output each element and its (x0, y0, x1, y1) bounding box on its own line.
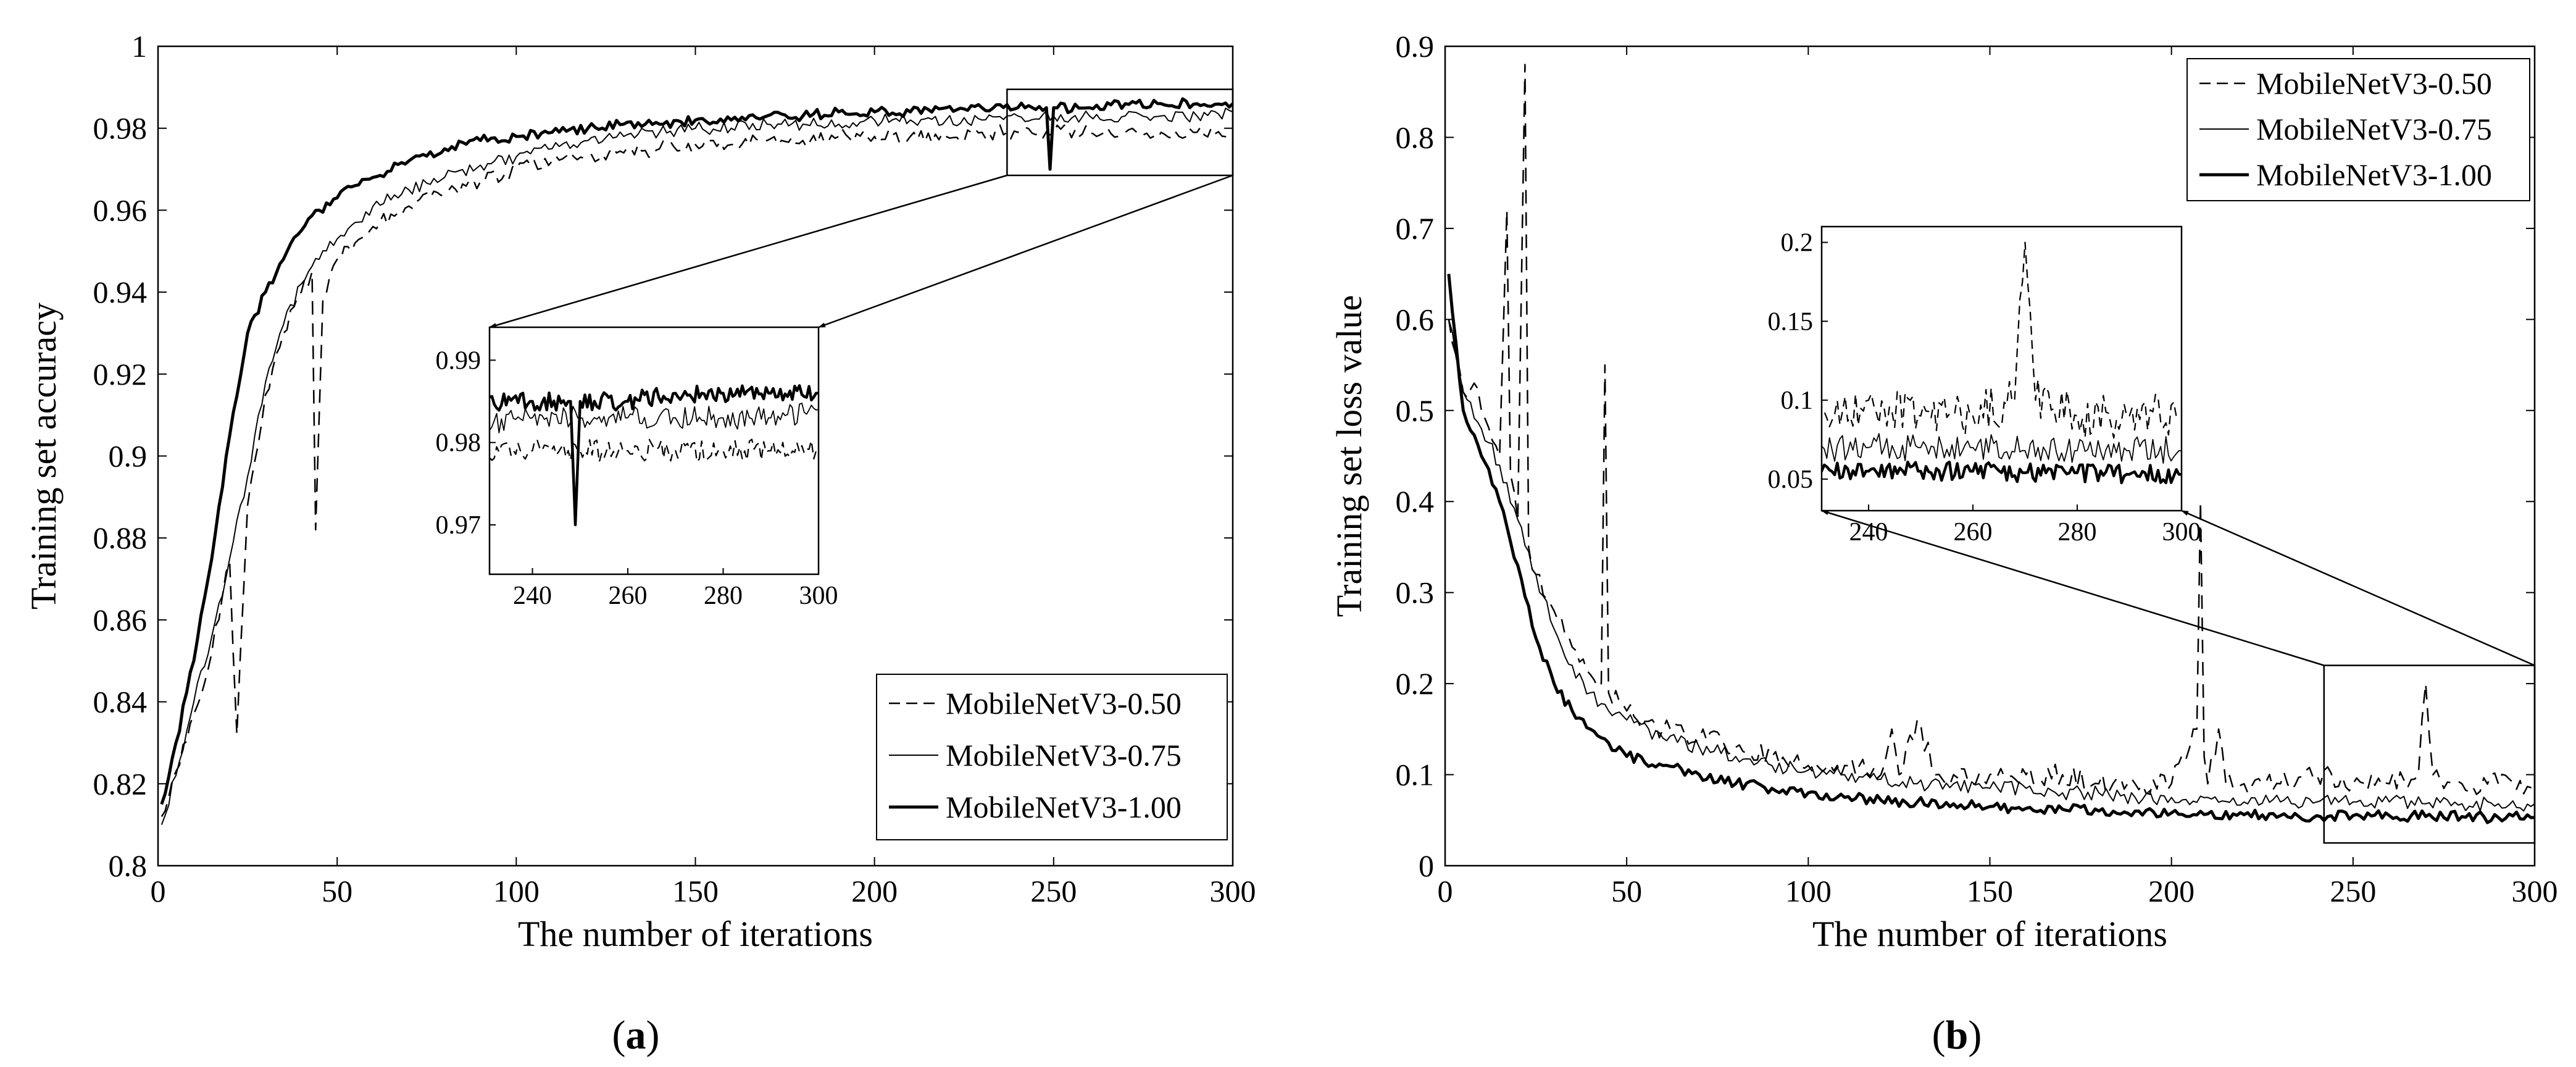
legend-label: MobileNetV3-1.00 (946, 790, 1182, 824)
x-tick-label: 300 (2512, 874, 2558, 908)
y-tick-label: 0.96 (93, 193, 148, 227)
x-axis-label: The number of iterations (518, 914, 873, 954)
inset-series-group (490, 384, 819, 527)
x-tick-label: 150 (672, 874, 719, 908)
y-axis-label: Training set loss value (1329, 295, 1369, 617)
y-tick-label: 0.82 (93, 766, 148, 801)
inset-frame (1820, 225, 2183, 512)
x-tick-label: 100 (1785, 874, 1832, 908)
zoom-box (2323, 664, 2536, 844)
inset-series-line-mobilenetv3-1.00 (1822, 460, 2182, 485)
y-tick-label: 0.2 (1396, 666, 1435, 701)
inset-y-tick-label: 0.98 (436, 429, 481, 458)
y-tick-label: 0.8 (1396, 120, 1435, 154)
caption-a: (a) (612, 1013, 660, 1058)
series-line-mobilenetv3-0.50 (160, 124, 1233, 818)
x-tick-label: 300 (1210, 874, 1256, 908)
y-tick-label: 0.1 (1396, 758, 1435, 792)
inset-series-line-mobilenetv3-0.75 (1822, 433, 2182, 464)
inset-y-tick-label: 0.15 (1768, 308, 1814, 336)
y-tick-label: 0.7 (1396, 211, 1435, 246)
inset-x-tick-label: 240 (1849, 518, 1888, 546)
y-tick-label: 0.8 (109, 848, 148, 883)
inset-y-tick-label: 0.97 (436, 511, 481, 540)
x-tick-label: 100 (493, 874, 540, 908)
y-tick-label: 0.92 (93, 357, 148, 391)
legend-label: MobileNetV3-0.75 (946, 738, 1182, 772)
inset-x-tick-label: 240 (513, 582, 552, 610)
x-tick-label: 50 (1611, 874, 1642, 908)
inset-series-line-mobilenetv3-0.75 (490, 403, 819, 433)
x-tick-label: 200 (851, 874, 898, 908)
inset-series-line-mobilenetv3-0.50 (490, 438, 819, 463)
x-tick-label: 0 (151, 874, 166, 908)
series-line-mobilenetv3-1.00 (1447, 274, 2535, 824)
inset-y-tick-label: 0.99 (436, 346, 481, 375)
series-line-mobilenetv3-0.75 (1448, 319, 2535, 812)
y-tick-label: 0.84 (93, 685, 148, 719)
panel-b-loss-chart: 0 50 100 150 200 250 300 0 0.1 0.2 0.3 0.4 0.5 0.6 0.7… (1329, 29, 2558, 954)
legend-box (876, 674, 1228, 840)
y-tick-label: 0.94 (93, 275, 148, 309)
y-tick-label: 0 (1419, 848, 1434, 883)
y-tick-label: 0.6 (1396, 302, 1435, 337)
inset-y-tick-label: 0.1 (1781, 387, 1814, 415)
legend-label: MobileNetV3-0.50 (2256, 66, 2492, 101)
inset-x-tick-label: 260 (609, 582, 648, 610)
y-tick-label: 0.98 (93, 111, 148, 146)
y-tick-label: 0.3 (1396, 575, 1435, 610)
x-tick-label: 150 (1967, 874, 2013, 908)
y-tick-label: 0.88 (93, 521, 148, 555)
y-tick-label: 0.4 (1396, 484, 1435, 519)
legend-label: MobileNetV3-1.00 (2256, 157, 2492, 192)
y-tick-label: 1 (131, 29, 147, 64)
zoom-box (1006, 88, 1234, 177)
x-axis-label: The number of iterations (1812, 914, 2167, 954)
zoom-arrow (1821, 509, 2325, 666)
y-tick-label: 0.9 (109, 439, 148, 474)
inset-series-line-mobilenetv3-1.00 (490, 384, 819, 527)
inset-y-tick-label: 0.2 (1781, 229, 1814, 257)
y-axis-label: Training set accuracy (23, 303, 64, 609)
inset-x-tick-label: 280 (704, 582, 743, 610)
inset-y-tick-label: 0.05 (1768, 466, 1814, 494)
panel-a-accuracy-chart: 0 50 100 150 200 250 300 0.8 0.82 0.84 0.86 0.88 0.9… (23, 29, 1256, 954)
zoom-arrow (818, 174, 1233, 328)
y-tick-label: 0.86 (93, 603, 148, 637)
x-tick-label: 200 (2148, 874, 2195, 908)
inset-background (1822, 227, 2182, 511)
inset-x-tick-label: 280 (2058, 518, 2097, 546)
inset-background (490, 327, 819, 574)
series-line-mobilenetv3-1.00 (160, 97, 1233, 805)
zoom-arrow (2181, 509, 2535, 666)
x-tick-label: 0 (1438, 874, 1453, 908)
series-line-mobilenetv3-0.50 (1448, 64, 2535, 795)
legend-label: MobileNetV3-0.50 (946, 686, 1182, 721)
inset-series-group (1822, 241, 2182, 485)
inset-x-tick-label: 300 (2162, 518, 2201, 546)
x-tick-label: 250 (1030, 874, 1077, 908)
inset-x-tick-label: 260 (1954, 518, 1993, 546)
x-tick-label: 50 (322, 874, 352, 908)
inset-frame (488, 326, 820, 575)
y-tick-label: 0.5 (1396, 393, 1435, 428)
legend-label: MobileNetV3-0.75 (2256, 112, 2492, 146)
caption-b: (b) (1932, 1013, 1982, 1058)
series-group (1447, 64, 2535, 824)
zoom-arrow (489, 174, 1007, 328)
y-tick-label: 0.9 (1396, 29, 1435, 64)
inset-x-tick-label: 300 (799, 582, 838, 610)
inset-series-line-mobilenetv3-0.50 (1822, 241, 2182, 439)
series-group (160, 97, 1233, 825)
x-tick-label: 250 (2330, 874, 2376, 908)
